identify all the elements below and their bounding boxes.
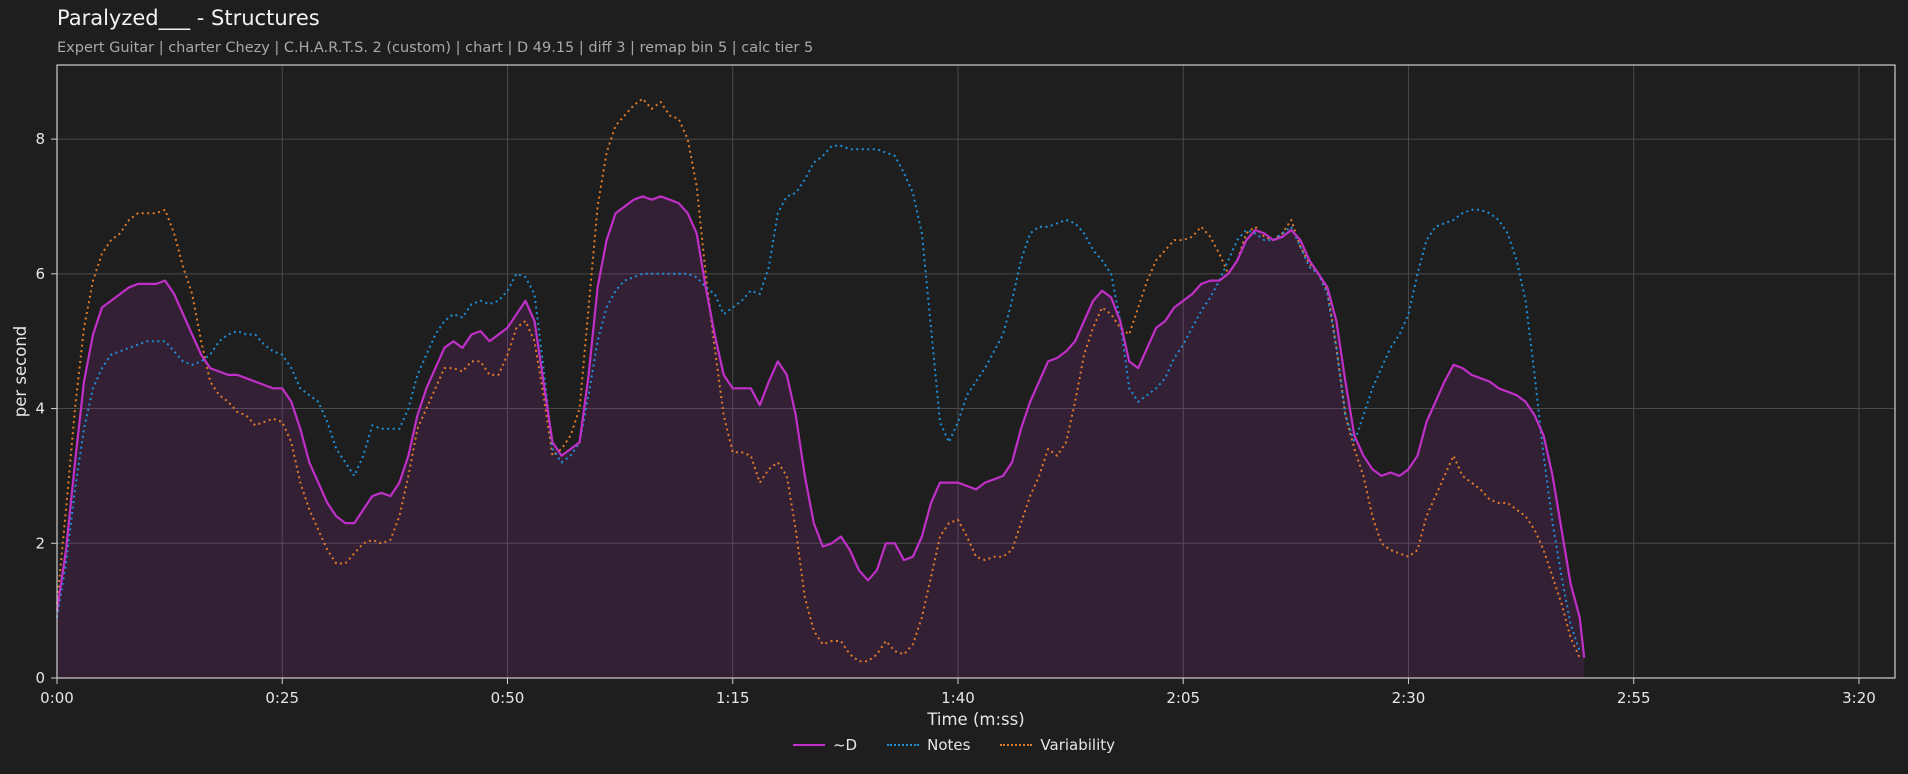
y-axis-label: per second [11,326,30,418]
series-area-d [57,196,1585,678]
chart-subtitle: Expert Guitar | charter Chezy | C.H.A.R.… [57,40,814,56]
x-tick-label: 0:50 [491,689,525,707]
x-tick-label: 3:20 [1842,689,1876,707]
y-tick-label: 6 [35,265,45,283]
plot-frame [56,64,1896,679]
y-tick-label: 2 [35,534,45,552]
plot-area [57,65,1895,678]
series-line-variability [56,97,1581,663]
legend-label: ~D [832,736,858,754]
x-tick-label: 2:55 [1617,689,1651,707]
x-tick-label: 0:00 [40,689,74,707]
legend-swatch [887,744,920,746]
chart-legend: ~D Notes Variability [0,736,1908,754]
legend-swatch [1000,744,1033,746]
x-tick-label: 1:40 [941,689,975,707]
legend-label: Notes [927,736,971,754]
chart-title: Paralyzed___ - Structures [57,6,320,30]
x-axis-label: Time (m:ss) [926,710,1024,729]
x-tick-label: 1:15 [716,689,750,707]
y-tick-label: 4 [35,400,45,418]
x-tick-label: 2:30 [1392,689,1426,707]
legend-swatch [792,744,825,746]
legend-label: Variability [1040,736,1116,754]
legend-item-variability: Variability [1000,736,1115,754]
series-line-d [55,195,1586,658]
x-tick-label: 2:05 [1166,689,1200,707]
legend-item-d: ~D [792,736,858,754]
x-tick-label: 0:25 [265,689,299,707]
y-tick-label: 8 [35,130,45,148]
legend-item-notes: Notes [887,736,970,754]
y-tick-label: 0 [35,669,45,687]
